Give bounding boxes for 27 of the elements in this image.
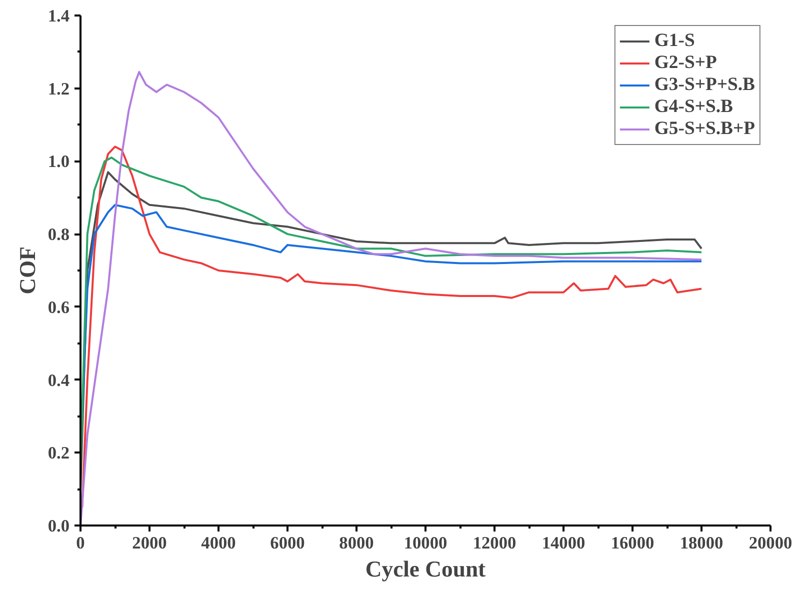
x-tick-label: 14000 [542,534,586,552]
line-series [81,204,702,418]
legend-label: G3-S+P+S.B [654,74,755,96]
y-tick-label: 0.8 [48,225,70,244]
legend-label: G1-S [654,30,695,52]
x-tick-label: 6000 [270,534,305,552]
legend-label: G4-S+S.B [654,96,733,118]
y-tick-label: 0.6 [48,298,70,317]
y-axis-title: COF [14,246,40,294]
y-tick-label: 0.4 [48,370,70,390]
y-tick-label: 1.2 [48,79,70,98]
legend-label: G5-S+S.B+P [654,118,755,140]
legend-label: G2-S+P [654,52,717,74]
y-tick-label: 1.0 [48,152,70,172]
x-tick-label: 8000 [339,534,374,552]
x-axis-title: Cycle Count [365,556,486,582]
x-tick-label: 16000 [610,534,654,552]
x-tick-label: 0 [76,534,85,552]
y-tick-label: 0.2 [48,444,70,463]
x-tick-label: 18000 [680,534,724,552]
y-tick-label: 0.0 [48,516,70,536]
x-tick-label: 4000 [201,534,236,552]
x-tick-label: 10000 [404,534,448,552]
x-tick-label: 20000 [748,534,792,552]
x-tick-label: 12000 [472,534,516,552]
x-tick-label: 2000 [132,534,167,552]
y-tick-label: 1.4 [48,6,70,26]
